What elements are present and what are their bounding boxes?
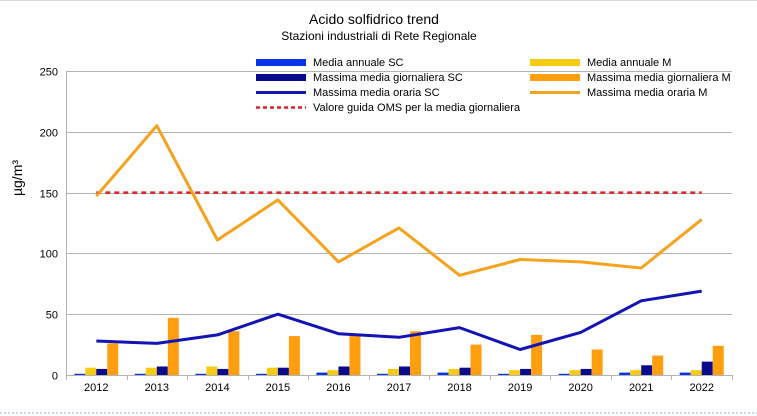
gridlines (66, 71, 732, 376)
bar (388, 368, 399, 375)
bar (316, 372, 328, 375)
legend-label: Massima media oraria SC (313, 87, 440, 99)
x-tick-label: 2017 (387, 382, 411, 394)
legend-label: Media annuale M (587, 57, 671, 69)
bar (338, 366, 350, 375)
series-lines (95, 124, 703, 351)
bar (255, 373, 267, 375)
bar (410, 331, 421, 375)
bar (217, 368, 229, 375)
bar (74, 373, 86, 375)
bar (134, 373, 146, 375)
legend-label: Valore guida OMS per la media giornalier… (313, 102, 521, 114)
legend-swatch (256, 59, 306, 66)
bar (459, 367, 471, 375)
bar (569, 370, 581, 375)
bar (712, 345, 724, 375)
bar (679, 372, 691, 375)
bar (85, 367, 97, 375)
legend: Media annuale SC Media annuale M Massima m… (256, 57, 731, 114)
bar (327, 370, 339, 375)
bar (652, 355, 664, 375)
x-tick-label: 2018 (447, 382, 471, 394)
bar (349, 333, 361, 375)
bar (520, 368, 532, 375)
bar (277, 367, 289, 375)
y-tick-label: 100 (40, 249, 58, 261)
bar (96, 368, 108, 375)
x-tick-label: 2015 (266, 382, 290, 394)
legend-label: Massima media oraria M (587, 87, 707, 99)
bar (580, 368, 592, 375)
bar (690, 370, 702, 375)
bar (619, 372, 631, 375)
series-line (95, 124, 703, 277)
bar (266, 367, 278, 375)
chart-subtitle: Stazioni industriali di Rete Regionale (281, 29, 477, 43)
legend-label: Massima media giornaliera SC (313, 72, 463, 84)
bar (156, 366, 168, 375)
bar (641, 365, 653, 375)
x-tick-label: 2014 (205, 382, 229, 394)
x-tick-label: 2020 (568, 382, 592, 394)
bar (591, 349, 603, 375)
x-tick-label: 2022 (689, 382, 713, 394)
axes: 0 50 100 150 200 250 2012 2013 2014 2015 2016 2017 2… (40, 67, 733, 394)
y-tick-label: 0 (52, 371, 58, 383)
bar (399, 366, 410, 375)
bar (228, 331, 240, 375)
bar (195, 373, 207, 375)
x-tick-label: 2012 (84, 382, 108, 394)
x-tick-label: 2013 (145, 382, 169, 394)
series-line (96, 289, 702, 351)
y-tick-label: 150 (40, 189, 58, 201)
bar (531, 334, 543, 375)
bar (558, 373, 570, 375)
legend-label: Massima media giornaliera M (587, 72, 731, 84)
bar (107, 343, 119, 375)
bar (288, 336, 300, 375)
y-tick-label: 250 (40, 67, 58, 79)
x-tick-label: 2016 (326, 382, 350, 394)
bar (448, 368, 460, 375)
legend-swatch (256, 74, 306, 81)
chart-title: Acido solfidrico trend (309, 11, 439, 27)
x-tick-label: 2019 (508, 382, 532, 394)
bar (630, 370, 642, 375)
bar (206, 366, 218, 375)
y-tick-label: 50 (46, 310, 58, 322)
y-axis-label: µg/m³ (9, 160, 25, 196)
x-tick-label: 2021 (629, 382, 653, 394)
bar (377, 373, 388, 375)
legend-swatch (530, 59, 580, 66)
bar (509, 370, 521, 375)
bar (701, 361, 713, 375)
bars (74, 317, 724, 375)
legend-swatch (530, 74, 580, 81)
bar (167, 317, 179, 375)
bar (498, 373, 510, 375)
bar (470, 344, 482, 375)
y-tick-label: 200 (40, 128, 58, 140)
bar (437, 372, 449, 375)
legend-label: Media annuale SC (313, 57, 404, 69)
bar (145, 367, 157, 375)
